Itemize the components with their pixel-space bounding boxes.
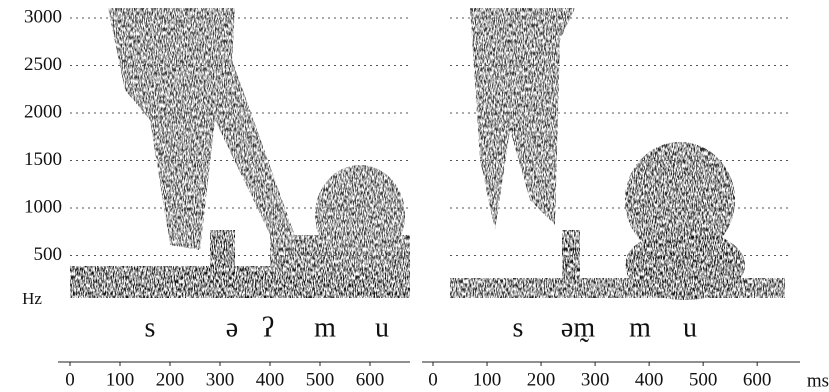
- x-tick-label: 400: [635, 369, 664, 390]
- x-tick-label: 0: [65, 369, 75, 390]
- x-tick-label: 200: [156, 369, 185, 390]
- x-tick-label: 500: [306, 369, 335, 390]
- x-tick-label: 600: [356, 369, 385, 390]
- x-tick-label: 300: [581, 369, 610, 390]
- segment-label: u: [375, 312, 389, 343]
- segment-label: u: [683, 312, 697, 343]
- x-tick-label: 400: [256, 369, 285, 390]
- segment-label: ʔ: [262, 312, 274, 343]
- segment-label: ə: [226, 312, 238, 343]
- segment-label: s: [145, 312, 156, 343]
- y-unit: Hz: [22, 289, 42, 308]
- spectrogram-left: [70, 8, 410, 298]
- x-unit: ms: [807, 370, 829, 391]
- x-tick-label: 500: [689, 369, 718, 390]
- segment-label: m: [314, 312, 336, 343]
- x-tick-label: 100: [473, 369, 502, 390]
- segment-label: s: [513, 312, 524, 343]
- y-tick-label: 2000: [24, 101, 62, 122]
- x-tick-label: 600: [743, 369, 772, 390]
- y-tick-label: 2500: [24, 54, 62, 75]
- x-tick-label: 200: [527, 369, 556, 390]
- x-tick-label: 100: [106, 369, 135, 390]
- y-tick-label: 1000: [24, 196, 62, 217]
- y-tick-label: 500: [34, 244, 63, 265]
- x-tick-label: 300: [206, 369, 235, 390]
- x-tick-label: 0: [428, 369, 438, 390]
- y-tick-label: 3000: [24, 6, 62, 27]
- segment-label: m: [629, 312, 651, 343]
- segment-label: əm̰: [561, 312, 595, 343]
- y-tick-label: 1500: [24, 149, 62, 170]
- spectrogram-right: [450, 8, 785, 300]
